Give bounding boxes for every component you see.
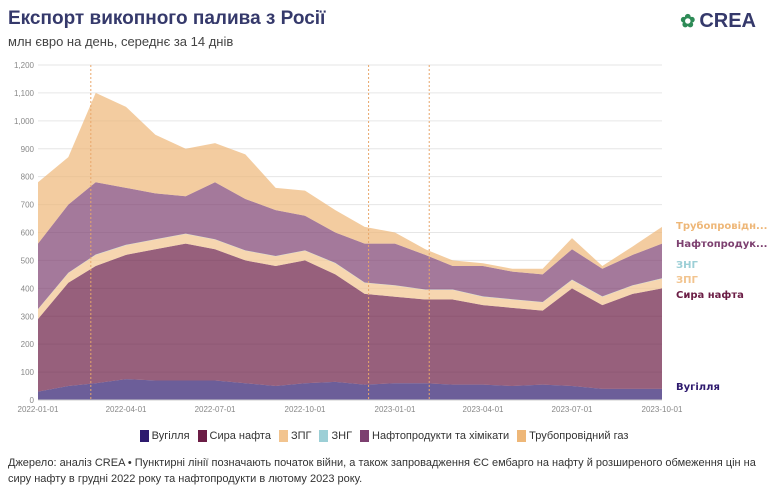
y-tick-label: 300 bbox=[21, 312, 35, 321]
legend-item[interactable]: ЗПГ bbox=[278, 430, 312, 442]
chart-title: Експорт викопного палива з Росії bbox=[8, 8, 326, 29]
y-tick-label: 100 bbox=[21, 368, 35, 377]
chart-subtitle: млн євро на день, середнє за 14 днів bbox=[8, 34, 234, 49]
area-Вугілля bbox=[38, 379, 662, 400]
y-tick-label: 200 bbox=[21, 340, 35, 349]
x-tick-label: 2023-01-01 bbox=[375, 405, 416, 414]
area-Нафтопродукти та хімікати bbox=[38, 182, 662, 309]
legend-item[interactable]: Сира нафта bbox=[197, 430, 271, 442]
legend-item[interactable]: Нафтопродукти та хімікати bbox=[360, 430, 509, 442]
legend-swatch bbox=[278, 430, 288, 442]
series-label: ЗНГ bbox=[676, 260, 698, 271]
x-tick-label: 2023-10-01 bbox=[642, 405, 683, 414]
legend-swatch bbox=[517, 430, 527, 442]
y-tick-label: 1,100 bbox=[14, 89, 35, 98]
legend-swatch bbox=[197, 430, 207, 442]
x-tick-label: 2022-04-01 bbox=[106, 405, 147, 414]
y-tick-label: 900 bbox=[21, 145, 35, 154]
x-tick-label: 2022-07-01 bbox=[195, 405, 236, 414]
x-tick-label: 2023-04-01 bbox=[463, 405, 504, 414]
y-tick-label: 1,000 bbox=[14, 117, 35, 126]
y-tick-label: 0 bbox=[30, 396, 35, 405]
area-Трубопровідний газ bbox=[38, 92, 662, 275]
legend-label: Сира нафта bbox=[209, 430, 271, 442]
y-tick-label: 500 bbox=[21, 256, 35, 265]
legend-label: ЗНГ bbox=[331, 430, 353, 442]
y-tick-label: 1,200 bbox=[14, 61, 35, 70]
legend-label: Трубопровідний газ bbox=[529, 430, 629, 442]
legend-label: ЗПГ bbox=[290, 430, 312, 442]
legend-label: Вугілля bbox=[151, 430, 190, 442]
logo-text: CREA bbox=[699, 10, 756, 32]
legend-item[interactable]: Вугілля bbox=[139, 430, 190, 442]
y-tick-label: 400 bbox=[21, 284, 35, 293]
x-tick-label: 2023-07-01 bbox=[552, 405, 593, 414]
crea-logo: ✿ CREA bbox=[680, 10, 756, 33]
series-label: Нафтопродук... bbox=[676, 238, 767, 250]
legend-label: Нафтопродукти та хімікати bbox=[372, 430, 510, 442]
area-ЗПГ bbox=[38, 233, 662, 320]
area-Сира нафта bbox=[38, 243, 662, 392]
x-tick-label: 2022-01-01 bbox=[18, 405, 59, 414]
series-label: Трубопровідн... bbox=[676, 220, 767, 232]
y-tick-label: 700 bbox=[21, 201, 35, 210]
y-tick-label: 600 bbox=[21, 229, 35, 238]
legend: Вугілля Сира нафта ЗПГ ЗНГ Нафтопродукти та … bbox=[0, 430, 768, 442]
legend-swatch bbox=[319, 430, 329, 442]
legend-item[interactable]: ЗНГ bbox=[319, 430, 352, 442]
logo-icon: ✿ bbox=[680, 11, 696, 31]
legend-swatch bbox=[360, 430, 370, 442]
source-note: Джерело: аналіз CREA • Пунктирні лінії п… bbox=[8, 457, 756, 485]
x-tick-label: 2022-10-01 bbox=[285, 405, 326, 414]
legend-item[interactable]: Трубопровідний газ bbox=[517, 430, 628, 442]
series-label: Вугілля bbox=[676, 382, 720, 393]
y-tick-label: 800 bbox=[21, 173, 35, 182]
series-label: Сира нафта bbox=[676, 289, 744, 301]
series-label: ЗПГ bbox=[676, 275, 698, 286]
legend-swatch bbox=[139, 430, 149, 442]
